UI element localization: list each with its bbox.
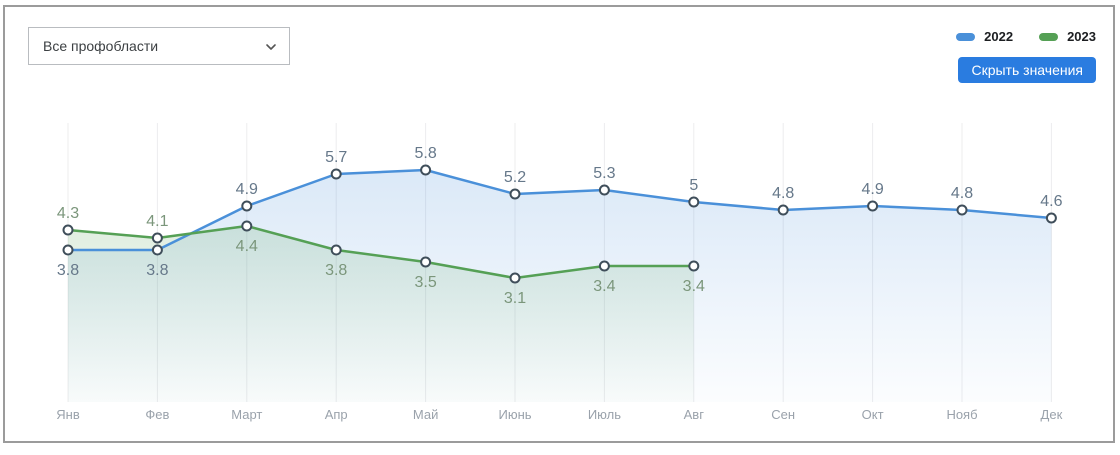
- month-label: Нояб: [946, 407, 977, 422]
- legend-label-2023: 2023: [1067, 29, 1096, 44]
- value-label-2022: 4.8: [772, 185, 794, 202]
- month-label: Окт: [862, 407, 884, 422]
- data-point-marker-2022[interactable]: [62, 244, 74, 256]
- month-label: Янв: [56, 407, 80, 422]
- value-label-2022: 4.8: [951, 185, 973, 202]
- series-line-2022: [66, 168, 1053, 252]
- data-point-marker-2022[interactable]: [867, 200, 879, 212]
- legend-item-2023[interactable]: 2023: [1039, 29, 1096, 44]
- value-label-2022: 3.8: [57, 262, 79, 279]
- data-point-marker-2022[interactable]: [688, 196, 700, 208]
- value-label-2023: 4.1: [146, 213, 168, 230]
- value-label-2022: 3.8: [146, 262, 168, 279]
- chart-legend: 2022 2023: [956, 29, 1096, 44]
- data-point-marker-2022[interactable]: [777, 204, 789, 216]
- month-label: Апр: [325, 407, 348, 422]
- data-point-marker-2023[interactable]: [688, 260, 700, 272]
- data-point-marker-2023[interactable]: [241, 220, 253, 232]
- series-line-2023: [66, 224, 696, 280]
- month-label: Сен: [771, 407, 795, 422]
- hide-values-button[interactable]: Скрыть значения: [958, 57, 1096, 83]
- chevron-down-icon: [265, 40, 277, 52]
- data-point-marker-2022[interactable]: [151, 244, 163, 256]
- data-point-marker-2023[interactable]: [598, 260, 610, 272]
- data-point-marker-2023[interactable]: [420, 256, 432, 268]
- value-label-2022: 4.9: [861, 181, 883, 198]
- data-point-marker-2022[interactable]: [509, 188, 521, 200]
- profession-filter-dropdown[interactable]: Все профобласти: [28, 27, 290, 65]
- legend-swatch-2023: [1039, 32, 1059, 41]
- value-label-2023: 3.4: [593, 278, 615, 295]
- data-point-marker-2022[interactable]: [956, 204, 968, 216]
- month-label: Дек: [1041, 407, 1063, 422]
- area-fill-2023: [68, 226, 694, 402]
- month-label: Июнь: [498, 407, 531, 422]
- value-label-2023: 3.5: [414, 274, 436, 291]
- data-point-marker-2022[interactable]: [420, 164, 432, 176]
- value-label-2022: 5.8: [414, 145, 436, 162]
- legend-item-2022[interactable]: 2022: [956, 29, 1013, 44]
- month-label: Май: [413, 407, 438, 422]
- month-label: Авг: [684, 407, 705, 422]
- data-point-marker-2023[interactable]: [151, 232, 163, 244]
- value-label-2023: 4.4: [236, 238, 258, 255]
- value-label-2023: 3.4: [683, 278, 705, 295]
- data-point-marker-2022[interactable]: [598, 184, 610, 196]
- month-label: Март: [231, 407, 262, 422]
- value-label-2022: 5.3: [593, 165, 615, 182]
- data-point-marker-2023[interactable]: [62, 224, 74, 236]
- data-point-marker-2023[interactable]: [509, 272, 521, 284]
- value-label-2022: 4.9: [236, 181, 258, 198]
- data-point-marker-2022[interactable]: [1045, 212, 1057, 224]
- data-point-marker-2023[interactable]: [330, 244, 342, 256]
- profession-filter-value: Все профобласти: [43, 38, 159, 54]
- value-label-2022: 5: [689, 177, 698, 194]
- value-label-2022: 5.7: [325, 149, 347, 166]
- value-label-2023: 3.8: [325, 262, 347, 279]
- value-label-2022: 5.2: [504, 169, 526, 186]
- legend-swatch-2022: [956, 32, 976, 41]
- month-label: Фев: [145, 407, 169, 422]
- value-label-2023: 3.1: [504, 290, 526, 307]
- value-label-2022: 4.6: [1040, 193, 1062, 210]
- data-point-marker-2022[interactable]: [330, 168, 342, 180]
- data-point-marker-2022[interactable]: [241, 200, 253, 212]
- legend-label-2022: 2022: [984, 29, 1014, 44]
- value-label-2023: 4.3: [57, 205, 79, 222]
- month-label: Июль: [588, 407, 621, 422]
